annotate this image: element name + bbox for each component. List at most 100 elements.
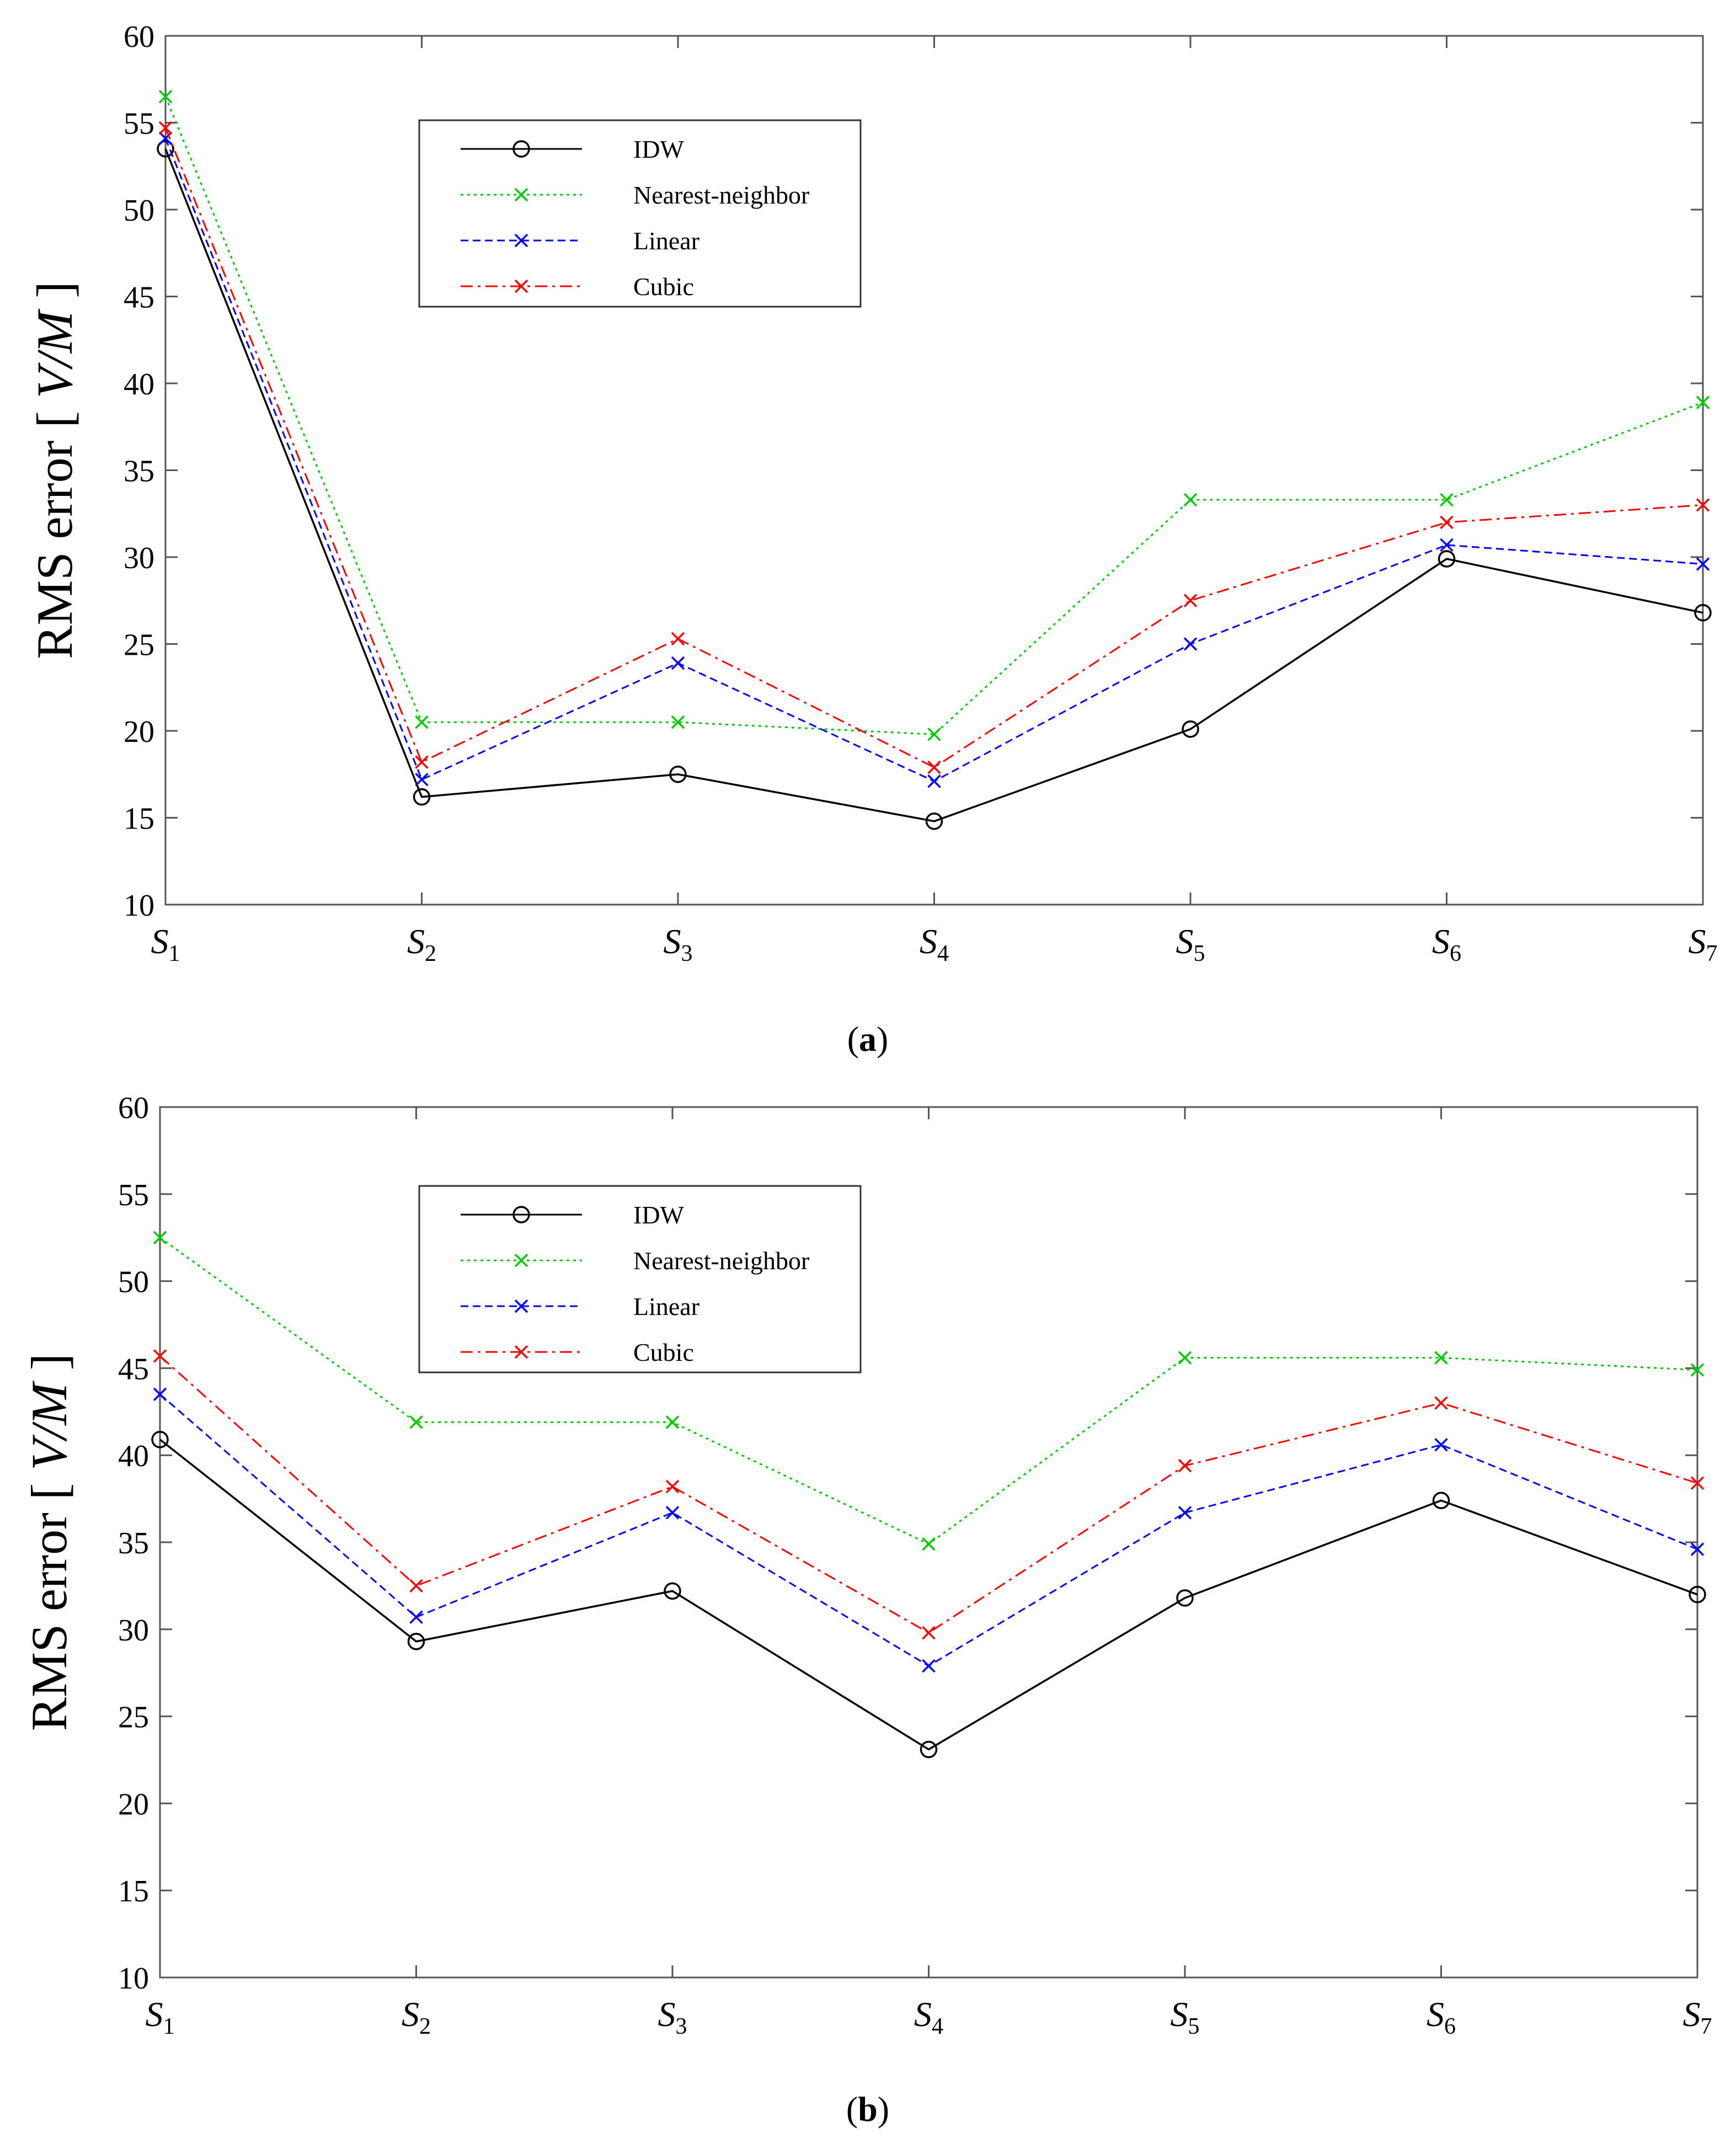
y-tick-label: 25: [118, 1701, 149, 1735]
legend-box: [418, 119, 862, 308]
y-tick-label: 45: [118, 1352, 149, 1386]
series-linear: [158, 131, 1710, 788]
data-point: [1432, 1492, 1450, 1510]
x-tick-label: S5: [1171, 1995, 1200, 2039]
legend-item-cubic: Cubic: [461, 272, 694, 301]
x-tick-label: S6: [1427, 1995, 1456, 2039]
legend-item-idw: IDW: [461, 1201, 685, 1229]
y-tick-label: 30: [124, 541, 154, 575]
data-point: [927, 728, 941, 741]
data-point: [664, 1582, 681, 1600]
x-tick-label: S2: [402, 1995, 431, 2039]
y-tick-label: 15: [118, 1874, 149, 1909]
data-point: [413, 788, 431, 806]
x-tick-label: S4: [914, 1995, 943, 2039]
data-point: [1178, 1351, 1192, 1365]
series-nearest-neighbor: [158, 90, 1710, 741]
legend-label: Linear: [633, 227, 699, 255]
data-point: [407, 1633, 425, 1650]
data-point: [927, 774, 941, 788]
x-tick-label: S2: [407, 922, 436, 966]
y-tick-label: 55: [118, 1178, 149, 1212]
data-point: [409, 1610, 423, 1624]
series-nearest-neighbor: [153, 1231, 1705, 1551]
data-point: [1183, 493, 1198, 507]
data-point: [1182, 720, 1199, 738]
legend-marker: [512, 1206, 530, 1223]
y-axis-label: RMS error [ V/M ]: [21, 1354, 77, 1731]
data-point: [1434, 1351, 1448, 1365]
data-point: [415, 772, 429, 787]
data-point: [151, 1431, 169, 1449]
data-point: [1434, 1396, 1448, 1410]
legend-label: Linear: [633, 1292, 699, 1321]
x-tick-label: S5: [1176, 922, 1205, 966]
data-point: [1689, 1585, 1706, 1604]
legend-box: [418, 1185, 862, 1373]
legend-item-linear: Linear: [461, 227, 699, 255]
legend-label: Cubic: [633, 272, 694, 301]
data-point: [1440, 538, 1454, 552]
data-point: [925, 813, 943, 830]
data-point: [1440, 515, 1454, 530]
y-axis: 10 15 20 25 30 35 40 45 50 55 60: [124, 20, 1703, 923]
data-point: [922, 1626, 936, 1640]
data-point: [1183, 637, 1198, 651]
legend-marker: [514, 279, 528, 293]
data-point: [153, 1349, 167, 1363]
legend-marker: [514, 233, 528, 248]
data-point: [1696, 498, 1710, 512]
data-point: [671, 715, 685, 729]
panel-caption: (b): [846, 2089, 889, 2129]
x-tick-label: S4: [920, 922, 949, 966]
data-point: [415, 715, 429, 729]
legend-label: IDW: [633, 135, 685, 163]
y-tick-label: 60: [118, 1091, 149, 1125]
legend-marker: [514, 1345, 528, 1359]
data-point: [665, 1506, 680, 1520]
legend-marker: [514, 1299, 528, 1313]
series-idw: [151, 1431, 1706, 1758]
y-axis-label: RMS error [ V/M ]: [26, 281, 83, 659]
data-point: [1690, 1363, 1705, 1377]
data-point: [920, 1740, 938, 1758]
data-point: [158, 90, 173, 104]
legend-label: Nearest-neighbor: [633, 1247, 809, 1275]
series-line-idw: [159, 1439, 1698, 1751]
y-tick-label: 40: [118, 1439, 149, 1473]
x-tick-label: S1: [146, 1995, 175, 2039]
data-point: [409, 1579, 423, 1593]
data-point: [1438, 550, 1456, 568]
y-tick-label: 15: [124, 802, 154, 836]
data-point: [922, 1659, 936, 1673]
y-tick-label: 50: [118, 1265, 149, 1300]
data-point: [1690, 1476, 1705, 1490]
y-axis: 10 15 20 25 30 35 40 45 50 55 60: [118, 1091, 1697, 1996]
data-point: [927, 760, 941, 774]
x-axis: S1 S2 S3 S4 S5 S6 S7: [146, 1107, 1712, 2039]
series-idw: [157, 140, 1712, 830]
chart-panel-b: 10 15 20 25 30 35 40 45 50 55 60 S1 S2 S3 S4 S5 S6 S7 RMS …: [21, 1091, 1712, 2129]
data-point: [671, 632, 685, 646]
legend-item-nearest-neighbor: Nearest-neighbor: [461, 181, 809, 209]
y-tick-label: 30: [118, 1613, 149, 1648]
x-tick-label: S3: [664, 922, 693, 966]
data-point: [1176, 1589, 1194, 1607]
y-tick-label: 55: [124, 107, 154, 141]
legend-marker: [514, 188, 528, 202]
legend-marker: [512, 140, 530, 158]
y-tick-label: 10: [118, 1961, 149, 1996]
legend-item-cubic: Cubic: [461, 1338, 694, 1366]
data-point: [669, 766, 687, 783]
data-point: [1696, 557, 1710, 571]
series-line-idw: [164, 148, 1703, 822]
legend-item-idw: IDW: [461, 135, 685, 163]
data-point: [409, 1415, 423, 1429]
y-tick-label: 50: [124, 194, 154, 228]
data-point: [153, 1387, 167, 1401]
series-cubic: [158, 121, 1710, 774]
y-tick-label: 10: [124, 889, 154, 923]
x-axis: S1 S2 S3 S4 S5 S6 S7: [151, 36, 1718, 966]
data-point: [1178, 1506, 1192, 1520]
y-tick-label: 40: [124, 367, 154, 402]
